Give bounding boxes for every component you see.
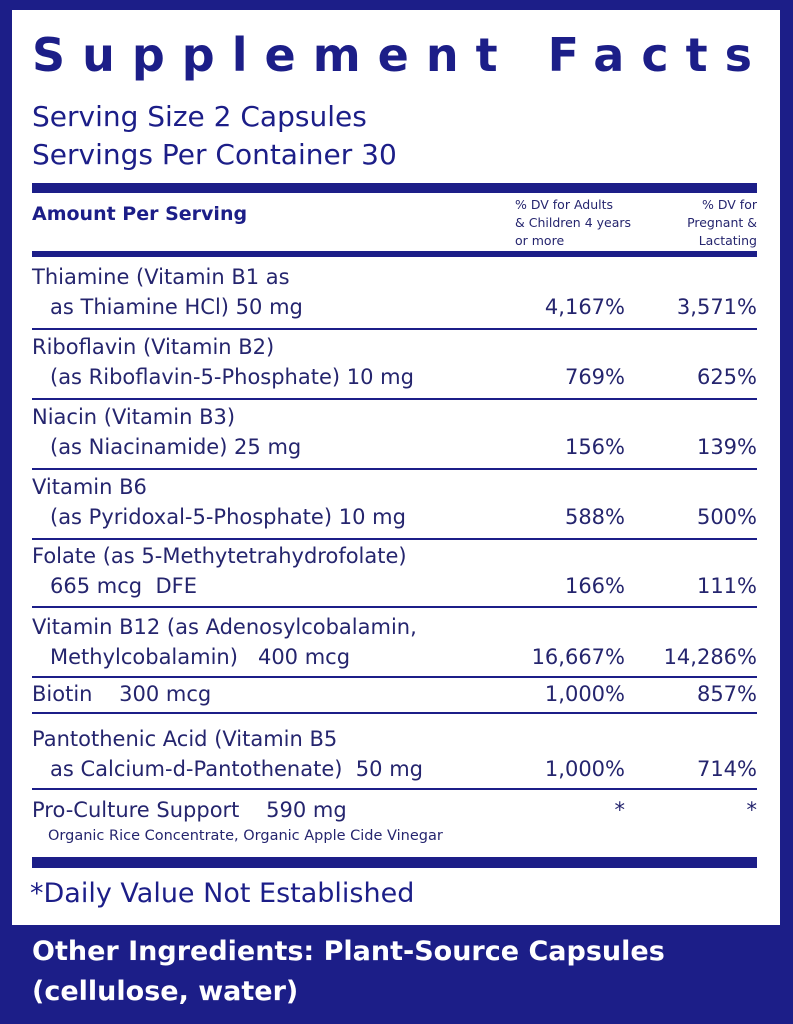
row-rule [32,676,757,678]
dv-pregnant-header: Lactating [698,233,757,248]
nutrient-line: Thiamine (Vitamin B1 as [32,265,290,289]
row-rule [32,468,757,470]
amount-header: Amount Per Serving [32,203,248,225]
row-rule [32,606,757,608]
row-rule [32,712,757,714]
nutrient-line: Niacin (Vitamin B3) [32,405,236,429]
nutrient-line: Pro-Culture Support 590 mg [32,798,347,822]
nutrient-line: as Thiamine HCl) 50 mg [50,295,303,319]
servings-per-container: Servings Per Container 30 [32,138,397,171]
nutrient-line: (as Niacinamide) 25 mg [50,435,302,459]
row-rule [32,398,757,400]
dv-adults: * [614,798,626,822]
dv-adults-header: % DV for Adults [515,197,614,212]
dv-pregnant-header: % DV for [702,197,757,212]
dv-adults-header: & Children 4 years [515,215,632,230]
nutrient-line: (as Pyridoxal-5-Phosphate) 10 mg [50,505,406,529]
nutrient-line: (as Riboflavin-5-Phosphate) 10 mg [50,365,414,389]
dv-pregnant: * [746,798,758,822]
row-rule [32,328,757,330]
nutrient-line: 665 mcg DFE [50,574,197,598]
thick-rule [32,857,757,868]
dv-adults: 166% [564,574,625,598]
dv-pregnant: 625% [696,365,757,389]
nutrient-line: Riboflavin (Vitamin B2) [32,335,275,359]
other-ingredients: Other Ingredients: Plant-Source Capsules [32,936,665,967]
serving-size: Serving Size 2 Capsules [32,100,367,133]
dv-pregnant: 714% [696,757,757,781]
row-rule [32,538,757,540]
nutrient-line: Vitamin B12 (as Adenosylcobalamin, [32,615,417,639]
nutrient-line: Biotin 300 mcg [32,682,212,706]
dv-adults: 769% [564,365,625,389]
nutrient-line: Folate (as 5-Methytetrahydrofolate) [32,544,407,568]
nutrient-line: Pantothenic Acid (Vitamin B5 [32,727,338,751]
dv-adults: 4,167% [544,295,625,319]
nutrient-line: as Calcium-d-Pantothenate) 50 mg [50,757,423,781]
header-rule [32,251,757,257]
thick-rule [32,183,757,193]
row-rule [32,788,757,790]
dv-adults: 1,000% [544,757,625,781]
nutrient-line: Vitamin B6 [32,475,147,499]
other-ingredients: (cellulose, water) [32,976,299,1007]
dv-pregnant: 139% [696,435,757,459]
dv-adults: 1,000% [544,682,625,706]
dv-pregnant: 857% [696,682,757,706]
dv-adults: 588% [564,505,625,529]
panel [12,10,780,925]
nutrient-note: Organic Rice Concentrate, Organic Apple … [48,828,443,844]
dv-pregnant: 3,571% [676,295,757,319]
title: Supplement Facts [32,28,769,82]
dv-pregnant-header: Pregnant & [687,215,757,230]
footnote: *Daily Value Not Established [30,878,415,909]
dv-pregnant: 14,286% [663,645,757,669]
dv-pregnant: 500% [696,505,757,529]
dv-adults: 156% [564,435,625,459]
dv-adults-header: or more [515,233,565,248]
nutrient-line: Methylcobalamin) 400 mcg [50,645,351,669]
dv-adults: 16,667% [531,645,625,669]
dv-pregnant: 111% [696,574,757,598]
